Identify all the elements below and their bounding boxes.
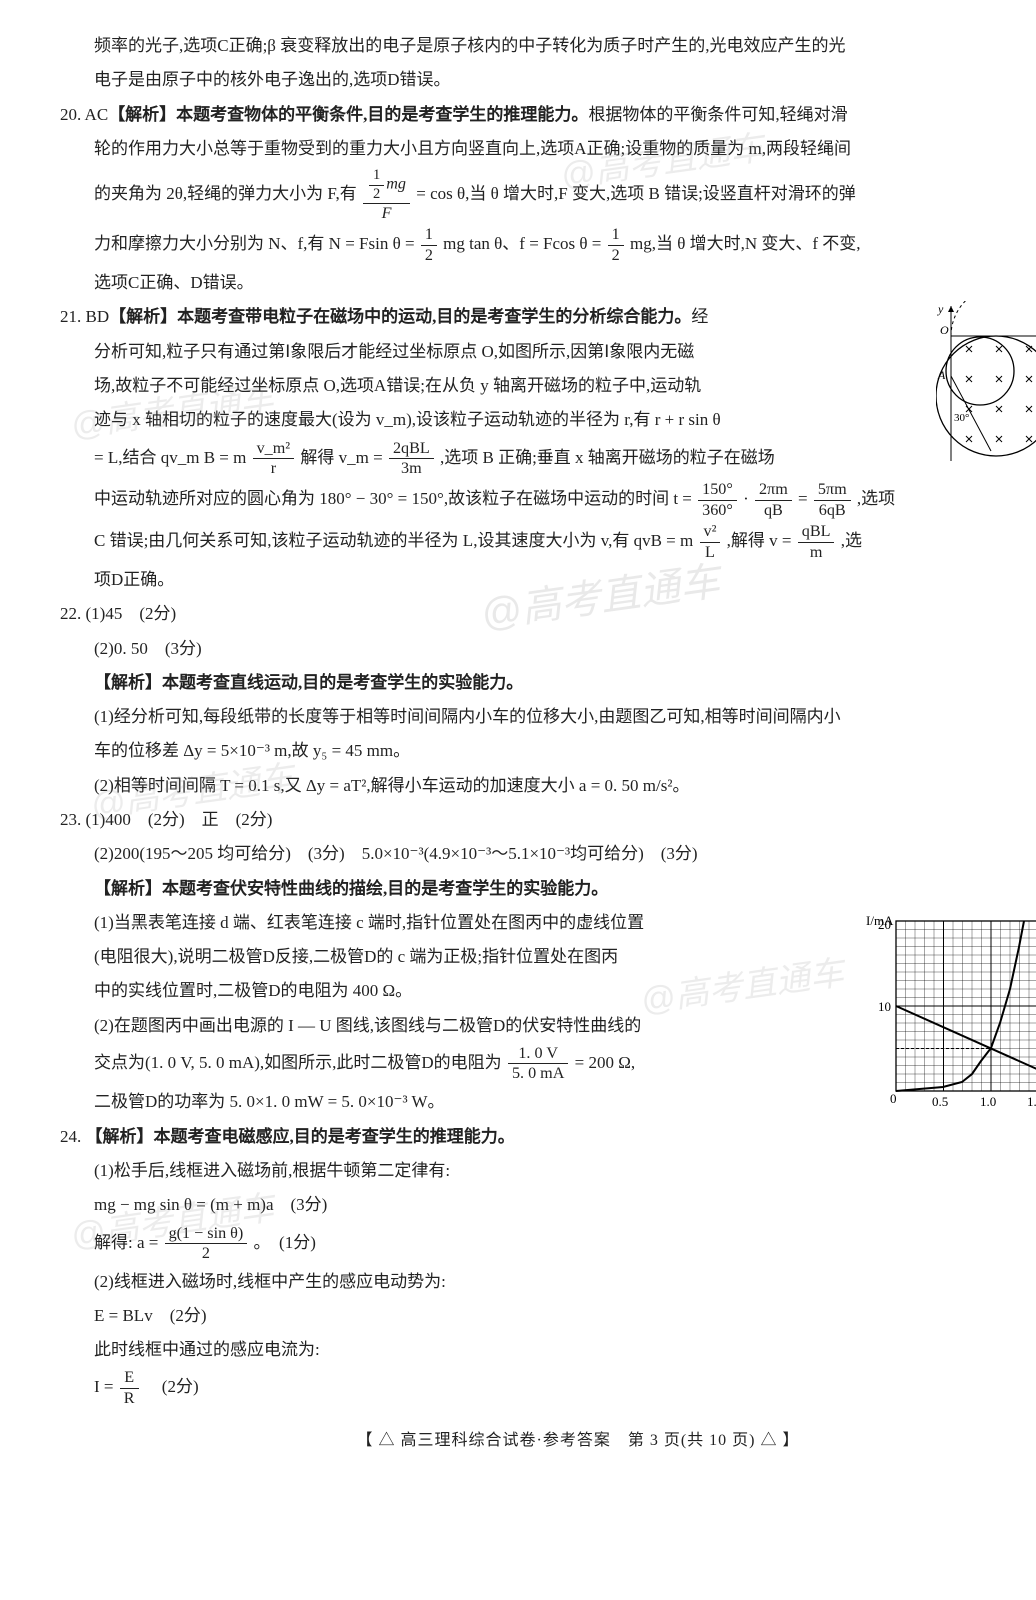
q21-label: 21. BD <box>60 301 109 333</box>
q20-text: mg tan θ、f = Fcos θ = <box>443 234 605 253</box>
q21-line: 中运动轨迹所对应的圆心角为 180° − 30° = 150°,故该粒子在磁场中… <box>60 480 1036 520</box>
q21-text: = L,结合 qv_m B = m <box>94 447 246 466</box>
svg-text:20: 20 <box>878 917 891 932</box>
q23-block: 23. (1)400 (2分) 正 (2分) <box>60 804 1036 836</box>
q21-line: 场,故粒子不可能经过坐标原点 O,选项A错误;在从负 y 轴离开磁场的粒子中,运… <box>60 370 1036 402</box>
q20-label: 20. AC <box>60 99 108 131</box>
q21-text: ,选 <box>841 531 862 550</box>
footer-text: 高三理科综合试卷·参考答案 第 3 页(共 10 页) <box>401 1432 756 1449</box>
q21-text: = <box>798 489 812 508</box>
footer-triangle-icon: △ <box>378 1432 395 1449</box>
q20-line: 选项C正确、D错误。 <box>60 267 1036 299</box>
q21-line: 项D正确。 <box>60 564 1036 596</box>
fraction: 12mg F <box>363 167 410 223</box>
svg-text:30°: 30° <box>954 412 969 424</box>
q21-figure: x y O A 30° <box>936 301 1036 471</box>
q24-block: 24. 【解析】本题考查电磁感应,目的是考查学生的推理能力。 <box>60 1121 1036 1153</box>
fraction: ER <box>120 1368 139 1408</box>
q20-text: mg,当 θ 增大时,N 变大、f 不变, <box>630 234 861 253</box>
fraction: 2qBL3m <box>389 439 434 479</box>
q21-line: = L,结合 qv_m B = m v_m²r 解得 v_m = 2qBL3m … <box>60 439 1036 479</box>
q20-block: 20. AC 【解析】本题考查物体的平衡条件,目的是考查学生的推理能力。根据物体… <box>60 99 1036 131</box>
fraction: 5πm6qB <box>814 480 851 520</box>
q22-line: (2)相等时间间隔 T = 0.1 s,又 Δy = aT²,解得小车运动的加速… <box>60 770 1036 802</box>
q21-text: 解得 v_m = <box>300 447 387 466</box>
q19-line: 频率的光子,选项C正确;β 衰变释放出的电子是原子核内的中子转化为质子时产生的,… <box>60 30 1036 62</box>
footer-bracket: 【 <box>356 1432 373 1449</box>
fraction: 12 <box>421 225 437 265</box>
q24-text: I = <box>94 1377 118 1396</box>
q20-heading: 【解析】本题考查物体的平衡条件,目的是考查学生的推理能力。 <box>108 105 588 124</box>
q23-text: = 200 Ω, <box>575 1053 635 1072</box>
q23-label: 23. <box>60 810 81 829</box>
q20-text: = cos θ,当 θ 增大时,F 变大,选项 B 错误;设竖直杆对滑环的弹 <box>416 184 856 203</box>
q24-heading: 【解析】本题考查电磁感应,目的是考查学生的推理能力。 <box>86 1127 515 1146</box>
page-footer: 【 △ 高三理科综合试卷·参考答案 第 3 页(共 10 页) △ 】 <box>60 1426 1036 1456</box>
q24-text: 。 (1分) <box>254 1233 316 1252</box>
q23-ans2: (2)200(195～205 均可给分) (3分) 5.0×10⁻³(4.9×1… <box>60 838 1036 870</box>
q24-text: (2分) <box>145 1377 199 1396</box>
q20-text: 力和摩擦力大小分别为 N、f,有 N = Fsin θ = <box>94 234 419 253</box>
q22-line: 车的位移差 Δy = 5×10⁻³ m,故 y₅ = 45 mm。 <box>60 735 1036 767</box>
q22-ans2: (2)0. 50 (3分) <box>60 633 1036 665</box>
q20-line: 的夹角为 2θ,轻绳的弹力大小为 F,有 12mg F = cos θ,当 θ … <box>60 167 1036 223</box>
q22-line: (1)经分析可知,每段纸带的长度等于相等时间间隔内小车的位移大小,由题图乙可知,… <box>60 701 1036 733</box>
q23-text: 交点为(1. 0 V, 5. 0 mA),如图所示,此时二极管D的电阻为 <box>94 1053 502 1072</box>
q24-line: (2)线框进入磁场时,线框中产生的感应电动势为: <box>60 1266 1036 1298</box>
q24-eq: E = BLv (2分) <box>60 1300 1036 1332</box>
q23-heading: 【解析】本题考查伏安特性曲线的描绘,目的是考查学生的实验能力。 <box>60 873 1036 905</box>
q21-text: ,选项 B 正确;垂直 x 轴离开磁场的粒子在磁场 <box>440 447 775 466</box>
q20-line: 轮的作用力大小总等于重物受到的重力大小且方向竖直向上,选项A正确;设重物的质量为… <box>60 133 1036 165</box>
q22-ans1: (1)45 (2分) <box>86 604 177 623</box>
fraction: v²L <box>700 522 721 562</box>
svg-text:0.5: 0.5 <box>932 1094 948 1109</box>
fraction: qBLm <box>798 522 835 562</box>
q20-line: 力和摩擦力大小分别为 N、f,有 N = Fsin θ = 12 mg tan … <box>60 225 1036 265</box>
q24-line: (1)松手后,线框进入磁场前,根据牛顿第二定律有: <box>60 1155 1036 1187</box>
fraction: 12 <box>608 225 624 265</box>
q20-line: 根据物体的平衡条件可知,轻绳对滑 <box>588 105 847 124</box>
q24-line: 此时线框中通过的感应电流为: <box>60 1334 1036 1366</box>
q22-heading: 【解析】本题考查直线运动,目的是考查学生的实验能力。 <box>60 667 1036 699</box>
fraction: 2πmqB <box>755 480 792 520</box>
footer-bracket: 】 <box>783 1432 800 1449</box>
q21-heading: 【解析】本题考查带电粒子在磁场中的运动,目的是考查学生的分析综合能力。 <box>109 307 691 326</box>
q24-eq: mg − mg sin θ = (m + m)a (3分) <box>60 1189 1036 1221</box>
svg-text:O: O <box>940 323 949 337</box>
fraction: 1. 0 V5. 0 mA <box>508 1044 568 1084</box>
q24-line: 解得: a = g(1 − sin θ)2 。 (1分) <box>60 1224 1036 1264</box>
q21-text: · <box>743 489 753 508</box>
q24-eq: I = ER (2分) <box>60 1368 1036 1408</box>
q21-text: C 错误;由几何关系可知,该粒子运动轨迹的半径为 L,设其速度大小为 v,有 q… <box>94 531 693 550</box>
fraction: v_m²r <box>253 439 295 479</box>
q19-line: 电子是由原子中的核外电子逸出的,选项D错误。 <box>60 64 1036 96</box>
fraction: g(1 − sin θ)2 <box>165 1224 248 1264</box>
svg-text:y: y <box>937 302 944 316</box>
svg-text:1.0: 1.0 <box>980 1094 996 1109</box>
q24-label: 24. <box>60 1127 81 1146</box>
q24-text: 解得: a = <box>94 1233 163 1252</box>
q21-block: 21. BD 【解析】本题考查带电粒子在磁场中的运动,目的是考查学生的分析综合能… <box>60 301 930 333</box>
svg-text:1.5: 1.5 <box>1027 1094 1036 1109</box>
q22-block: 22. (1)45 (2分) <box>60 598 1036 630</box>
q21-line: 分析可知,粒子只有通过第Ⅰ象限后才能经过坐标原点 O,如图所示,因第Ⅰ象限内无磁 <box>60 336 1036 368</box>
q22-label: 22. <box>60 604 81 623</box>
fraction: 150°360° <box>698 480 737 520</box>
q21-text: ,选项 <box>857 489 895 508</box>
q23-figure: I/mA U/V 0 0.5 1.0 1.5 2.0 10 20 <box>866 911 1036 1121</box>
q21-line: 经 <box>691 307 708 326</box>
q21-line: 迹与 x 轴相切的粒子的速度最大(设为 v_m),设该粒子运动轨迹的半径为 r,… <box>60 404 1036 436</box>
q20-text: 的夹角为 2θ,轻绳的弹力大小为 F,有 <box>94 184 357 203</box>
q23-ans1: (1)400 (2分) 正 (2分) <box>86 810 273 829</box>
q21-text: 中运动轨迹所对应的圆心角为 180° − 30° = 150°,故该粒子在磁场中… <box>94 489 696 508</box>
footer-triangle-icon: △ <box>761 1432 778 1449</box>
svg-text:0: 0 <box>890 1091 897 1106</box>
svg-text:10: 10 <box>878 999 891 1014</box>
q21-text: ,解得 v = <box>727 531 796 550</box>
q21-line: C 错误;由几何关系可知,该粒子运动轨迹的半径为 L,设其速度大小为 v,有 q… <box>60 522 1036 562</box>
